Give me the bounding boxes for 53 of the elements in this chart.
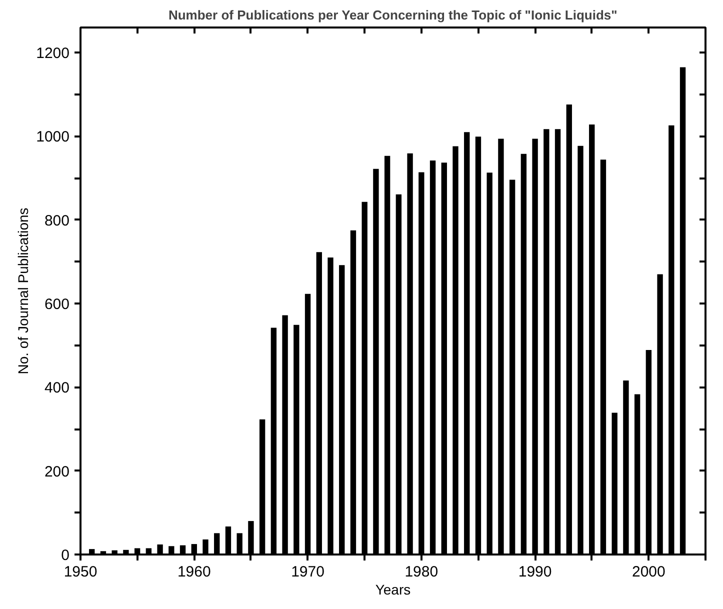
bar (168, 546, 174, 554)
bar (384, 156, 390, 554)
bar (680, 67, 686, 554)
bar (452, 146, 458, 554)
bar (339, 265, 345, 554)
bar (544, 129, 550, 554)
bar (430, 160, 436, 554)
bar (520, 154, 527, 554)
x-axis-title: Years (375, 582, 411, 598)
bar (270, 328, 277, 554)
bar (259, 419, 266, 554)
y-tick-label: 600 (44, 296, 70, 314)
y-tick-label: 400 (44, 380, 70, 397)
bar (657, 274, 663, 554)
bar (578, 146, 584, 554)
bar (316, 252, 322, 554)
chart-title: Number of Publications per Year Concerning the Topic of "Ionic Liquids" (168, 8, 618, 22)
bar (236, 533, 242, 554)
x-tick-label: 1960 (177, 564, 211, 580)
y-tick-label: 1200 (36, 45, 70, 62)
x-tick-label: 1980 (404, 564, 438, 580)
bar (350, 230, 356, 554)
x-tick-label: 1970 (291, 564, 324, 580)
bar (328, 258, 334, 554)
y-tick-label: 1000 (36, 128, 70, 146)
bar (294, 324, 300, 554)
y-tick-label: 200 (44, 463, 70, 480)
bar (214, 533, 220, 554)
bar (554, 129, 561, 554)
bar (373, 168, 379, 554)
bar (157, 544, 163, 554)
bar (668, 125, 674, 554)
bar (498, 138, 504, 554)
bar (407, 153, 413, 554)
bar (202, 539, 208, 554)
x-tick-label: 1990 (518, 564, 552, 580)
y-tick-label: 0 (61, 547, 70, 564)
y-tick-label: 800 (44, 212, 70, 230)
bar (441, 162, 447, 554)
x-tick-label: 2000 (632, 564, 666, 580)
bar (464, 132, 470, 554)
x-tick-label: 1950 (64, 564, 98, 580)
bar (282, 315, 288, 554)
bar (225, 526, 232, 554)
bar (566, 104, 572, 554)
bar (396, 194, 402, 554)
bar (612, 412, 618, 554)
bar (634, 394, 640, 554)
bar (486, 172, 492, 554)
y-axis-title: No. of Journal Publications (15, 208, 32, 374)
bar (623, 380, 629, 554)
bar (509, 180, 516, 554)
bar (600, 160, 606, 554)
